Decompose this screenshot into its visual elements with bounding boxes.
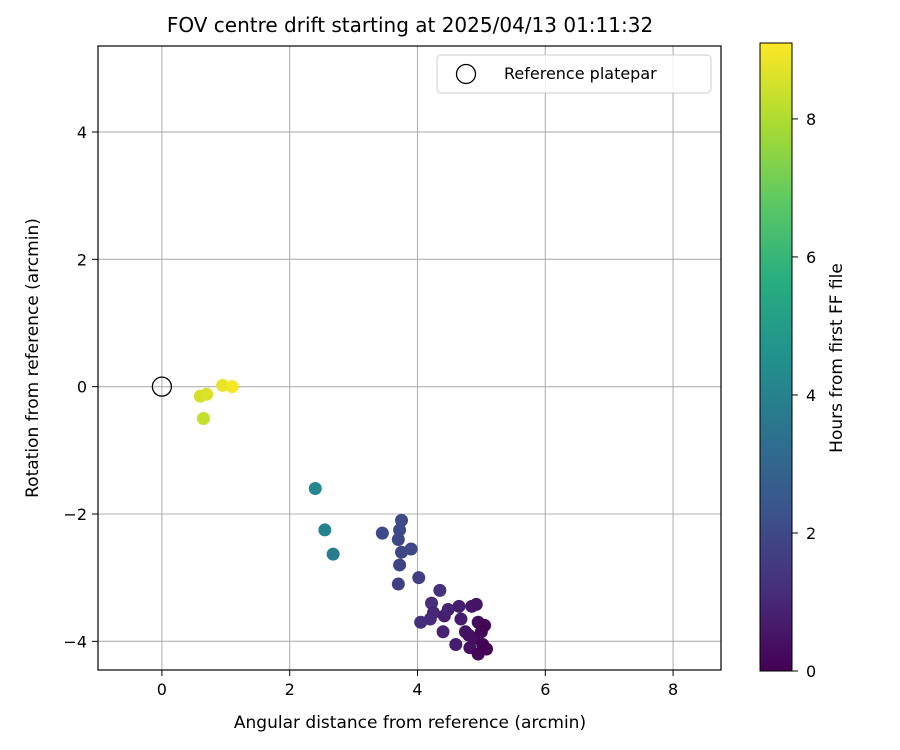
scatter-point (216, 378, 230, 392)
scatter-point (391, 577, 405, 591)
colorbar-tick-label: 8 (806, 110, 816, 129)
x-tick-label: 6 (540, 680, 550, 699)
scatter-point (308, 482, 322, 496)
colorbar-tick-label: 6 (806, 248, 816, 267)
scatter-point (395, 545, 409, 559)
scatter-point (441, 603, 455, 617)
scatter-point (412, 571, 426, 585)
reference-point-marker (151, 376, 173, 397)
scatter-point (375, 526, 389, 540)
x-tick-label: 8 (668, 680, 678, 699)
scatter-point (469, 597, 483, 611)
scatter-point (391, 532, 405, 546)
scatter-point (196, 411, 210, 425)
y-tick-label: 4 (77, 123, 87, 142)
scatter-point (225, 380, 239, 394)
y-tick-label: 2 (77, 250, 87, 269)
scatter-point (433, 583, 447, 597)
scatter-point (200, 387, 214, 401)
y-tick-label: −4 (63, 632, 87, 651)
colorbar-tick-label: 0 (806, 662, 816, 681)
scatter-points (151, 376, 493, 661)
scatter-point (462, 628, 476, 642)
y-tick-label: −2 (63, 505, 87, 524)
scatter-point (454, 612, 468, 626)
chart-title: FOV centre drift starting at 2025/04/13 … (167, 13, 653, 37)
colorbar-tick-label: 2 (806, 524, 816, 543)
legend-marker-reference (455, 63, 477, 85)
colorbar-tick-label: 4 (806, 386, 816, 405)
y-tick-label: 0 (77, 378, 87, 397)
y-axis-label: Rotation from reference (arcmin) (23, 218, 43, 498)
x-tick-label: 0 (157, 680, 167, 699)
scatter-point (479, 642, 493, 656)
scatter-point (393, 558, 407, 572)
legend-label-reference: Reference platepar (504, 64, 657, 83)
scatter-point (326, 547, 340, 561)
scatter-point (478, 618, 492, 632)
legend: Reference platepar (436, 54, 712, 94)
x-tick-label: 4 (412, 680, 422, 699)
scatter-point (393, 523, 407, 537)
scatter-point (436, 625, 450, 639)
x-tick-label: 2 (285, 680, 295, 699)
colorbar (759, 42, 793, 672)
colorbar-label: Hours from first FF file (827, 263, 847, 453)
plot-frame (97, 45, 722, 671)
scatter-point (449, 638, 463, 652)
scatter-point (426, 606, 440, 620)
x-axis-ticks: 0 2 4 6 8 (157, 670, 678, 699)
scatter-point (452, 599, 466, 613)
legend-box (436, 54, 712, 94)
grid (98, 46, 721, 670)
y-axis-ticks: −4 −2 0 2 4 (63, 123, 98, 651)
scatter-point (318, 523, 332, 537)
x-axis-label: Angular distance from reference (arcmin) (234, 713, 586, 733)
colorbar-ticks: 0 2 4 6 8 (792, 110, 816, 681)
